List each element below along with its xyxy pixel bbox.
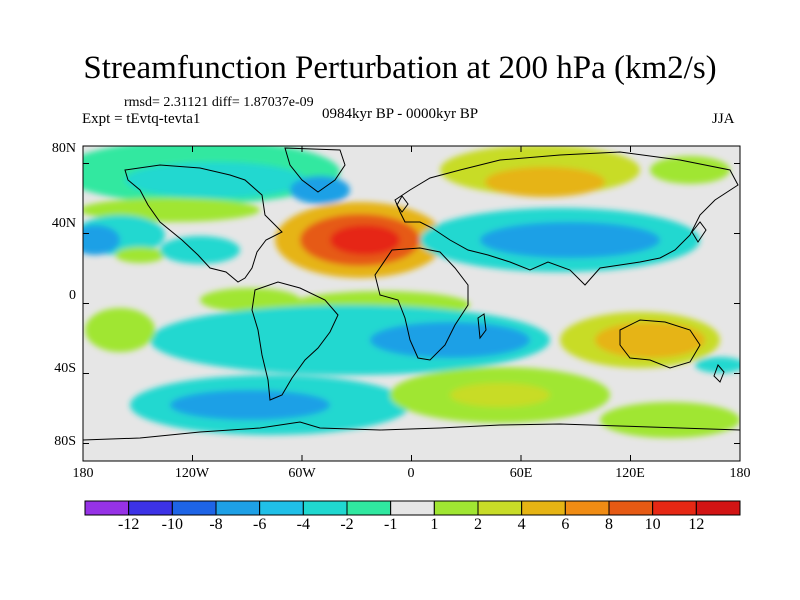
madagascar-coast xyxy=(477,313,487,340)
eurasia-coast xyxy=(394,151,739,286)
contour-southern-ocean-core xyxy=(450,383,550,407)
colorbar-swatch-14 xyxy=(695,500,741,516)
lon-label-180w: 180 xyxy=(72,466,94,481)
colorbar-label-10: 6 xyxy=(561,516,570,533)
colorbar-label-6: -1 xyxy=(383,516,398,533)
colorbar xyxy=(84,500,741,516)
colorbar-swatch-12 xyxy=(608,500,654,516)
colorbar-swatch-10 xyxy=(521,500,566,516)
colorbar-swatch-9 xyxy=(477,500,523,516)
lon-label-180e: 180 xyxy=(729,466,751,481)
colorbar-label-1: -10 xyxy=(161,516,183,533)
season-label: JJA xyxy=(712,111,735,127)
colorbar-label-7: 1 xyxy=(430,516,439,533)
africa-coast xyxy=(374,247,469,361)
new-zealand-coast xyxy=(713,364,725,383)
colorbar-swatch-2 xyxy=(171,500,217,516)
lat-label-eq: 0 xyxy=(69,288,76,303)
colorbar-label-2: -8 xyxy=(209,516,223,533)
lat-label-40s: 40S xyxy=(54,361,76,376)
colorbar-swatch-1 xyxy=(128,500,173,516)
colorbar-label-3: -6 xyxy=(252,516,267,533)
colorbar-label-0: -12 xyxy=(117,516,140,533)
contour-south-negative-core xyxy=(370,322,530,358)
contour-fill xyxy=(83,146,740,438)
colorbar-swatch-5 xyxy=(302,500,348,516)
contour-asia-negative-core xyxy=(480,222,660,258)
colorbar-label-8: 2 xyxy=(474,516,482,533)
lon-label-120w: 120W xyxy=(174,466,210,481)
lon-label-120e: 120E xyxy=(615,466,645,481)
colorbar-swatch-0 xyxy=(84,500,130,516)
colorbar-swatch-11 xyxy=(564,500,610,516)
colorbar-swatch-7 xyxy=(390,500,435,516)
contour-edge-negative xyxy=(83,225,120,255)
lon-label-60e: 60E xyxy=(509,466,533,481)
colorbar-label-12: 10 xyxy=(644,516,661,533)
colorbar-swatch-8 xyxy=(433,500,479,516)
contour-siberia-core xyxy=(485,167,605,197)
lat-label-80n: 80N xyxy=(51,141,76,156)
uk-coast xyxy=(396,195,409,213)
contour-australia-core xyxy=(595,322,705,358)
contour-pacific-north-positive xyxy=(650,156,730,184)
lat-label-80s: 80S xyxy=(54,434,76,449)
contour-antarctic-core xyxy=(170,390,330,420)
stats-text: rmsd= 2.31121 diff= 1.87037e-09 xyxy=(124,95,314,110)
experiment-label: Expt = tEvtq-tevta1 xyxy=(82,111,201,127)
antarctica-coast xyxy=(83,421,740,441)
contour-pacific-small-positive xyxy=(115,247,165,263)
contour-east-edge-negative xyxy=(695,357,740,373)
australia-coast xyxy=(619,319,701,369)
greenland-coast xyxy=(284,147,346,193)
period-label: 0984kyr BP - 0000kyr BP xyxy=(322,106,479,122)
japan-coast xyxy=(691,221,707,243)
colorbar-label-5: -2 xyxy=(340,516,354,533)
colorbar-swatch-13 xyxy=(652,500,697,516)
south-america-coast xyxy=(251,281,339,401)
coastlines xyxy=(83,147,740,441)
figure-title: Streamfunction Perturbation at 200 hPa (… xyxy=(83,50,717,86)
contour-atlantic-max xyxy=(330,225,400,255)
colorbar-label-9: 4 xyxy=(517,516,526,533)
lon-tick-marks xyxy=(82,146,741,461)
colorbar-label-13: 12 xyxy=(688,516,705,533)
lat-tick-marks xyxy=(83,163,740,444)
contour-sw-south-positive xyxy=(600,402,740,438)
contour-na-west-negative xyxy=(160,236,240,264)
colorbar-label-11: 8 xyxy=(605,516,613,533)
map-panel xyxy=(82,145,741,462)
contour-alaska-negative xyxy=(83,150,160,170)
colorbar-label-4: -4 xyxy=(296,516,310,533)
lon-label-60w: 60W xyxy=(288,466,316,481)
colorbar-swatch-3 xyxy=(215,500,261,516)
colorbar-swatch-6 xyxy=(346,500,392,516)
contour-arctic-negative-core xyxy=(125,162,305,198)
contour-sw-pacific-positive xyxy=(85,308,155,352)
contour-sa-positive xyxy=(200,288,300,312)
lat-label-40n: 40N xyxy=(51,216,76,231)
colorbar-swatch-4 xyxy=(259,500,304,516)
north-america-coast xyxy=(124,164,283,283)
lon-label-0: 0 xyxy=(407,466,415,481)
